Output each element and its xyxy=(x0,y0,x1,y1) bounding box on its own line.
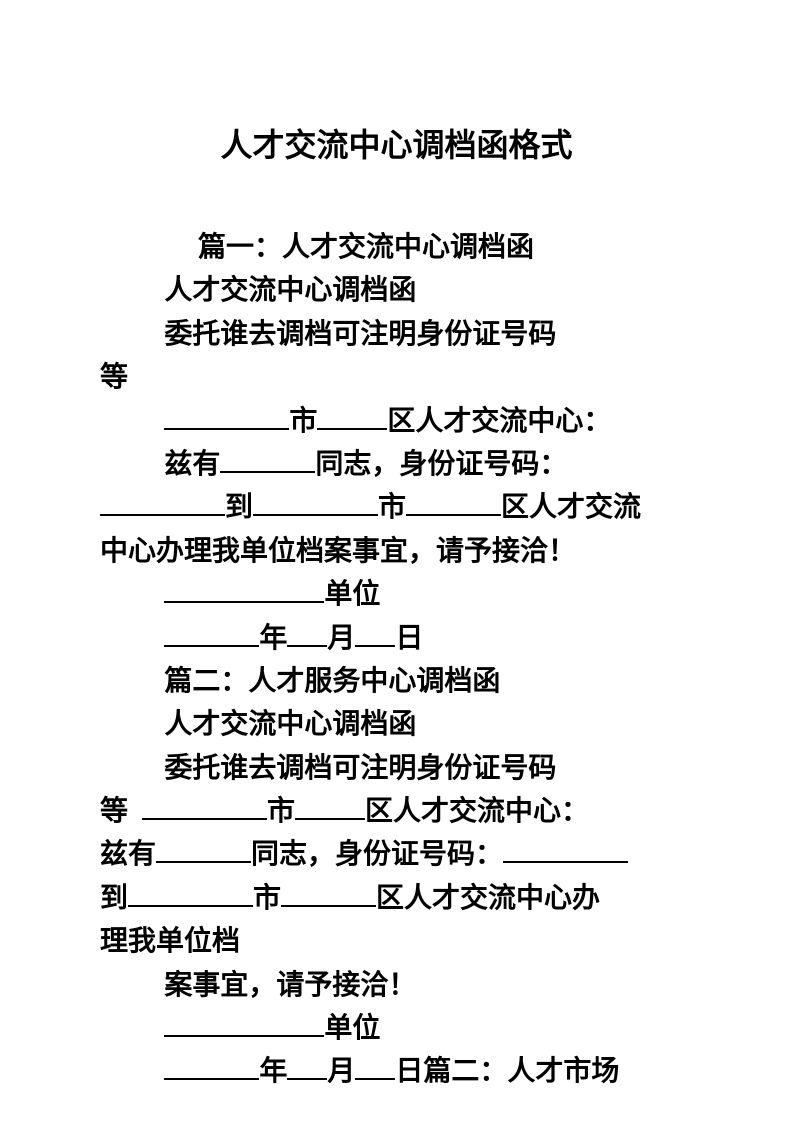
name-suffix: 同志，身份证号码： xyxy=(315,449,567,480)
section2-unit-line: 单位 xyxy=(100,1007,693,1050)
blank-city xyxy=(164,404,289,429)
goto-2: 到 xyxy=(100,883,128,914)
blank-district-s2 xyxy=(295,795,365,820)
section1-line1-cont: 等 xyxy=(100,356,693,399)
blank-id xyxy=(100,491,225,516)
city2-2: 市 xyxy=(253,883,281,914)
name-prefix: 兹有 xyxy=(164,449,220,480)
section1-center-line: 中心办理我单位档案事宜，请予接洽！ xyxy=(100,530,693,573)
blank-unit-2 xyxy=(164,1012,324,1037)
blank-city2 xyxy=(253,491,378,516)
section2-matter: 案事宜，请予接洽！ xyxy=(100,964,693,1007)
section2-center-line: 理我单位档 xyxy=(100,920,693,963)
year-2: 年 xyxy=(259,1056,287,1087)
deng: 等 xyxy=(100,796,128,827)
month-2: 月 xyxy=(327,1056,355,1087)
section2-date-line: 年 月 日篇二：人才市场 xyxy=(100,1050,693,1093)
year: 年 xyxy=(259,623,287,654)
blank-name-2 xyxy=(156,838,251,863)
section1-subheading: 人才交流中心调档函 xyxy=(100,269,693,312)
city-label-2: 市 xyxy=(267,796,295,827)
blank-day xyxy=(355,621,395,646)
blank-month xyxy=(287,621,327,646)
section1-address: 市 区人才交流中心： xyxy=(100,400,693,443)
section2-subheading: 人才交流中心调档函 xyxy=(100,703,693,746)
blank-name xyxy=(220,448,315,473)
month: 月 xyxy=(327,623,355,654)
section1-date-line: 年月日 xyxy=(100,617,693,660)
section2-heading: 篇二：人才服务中心调档函 xyxy=(100,660,693,703)
section2-name-line: 兹有 同志，身份证号码： xyxy=(100,833,693,876)
section2-address-line: 等 市 区人才交流中心： xyxy=(100,790,693,833)
day-2: 日篇二：人才市场 xyxy=(395,1056,619,1087)
blank-day-2 xyxy=(355,1055,395,1080)
section1-name-line: 兹有 同志，身份证号码： xyxy=(100,443,693,486)
section2-line1: 委托谁去调档可注明身份证号码 xyxy=(100,747,693,790)
section2-transfer-line: 到 市 区人才交流中心办 xyxy=(100,877,693,920)
district2: 区人才交流 xyxy=(501,492,641,523)
district-label-2: 区人才交流中心： xyxy=(365,796,589,827)
goto: 到 xyxy=(225,492,253,523)
name-suffix-2: 同志，身份证号码： xyxy=(251,839,503,870)
district-label: 区人才交流中心： xyxy=(387,406,611,437)
unit-label: 单位 xyxy=(324,579,380,610)
blank-id-2 xyxy=(503,838,628,863)
city-label: 市 xyxy=(289,406,317,437)
city2: 市 xyxy=(378,492,406,523)
section1-transfer-line: 到 市 区人才交流 xyxy=(100,486,693,529)
section1-unit-line: 单位 xyxy=(100,573,693,616)
unit-label-2: 单位 xyxy=(324,1013,380,1044)
blank-month-2 xyxy=(287,1055,327,1080)
document-title: 人才交流中心调档函格式 xyxy=(100,120,693,166)
blank-district xyxy=(317,404,387,429)
blank-city-2 xyxy=(142,795,267,820)
section1-heading: 篇一：人才交流中心调档函 xyxy=(100,226,693,269)
blank-district2 xyxy=(406,491,501,516)
district2-2: 区人才交流中心办 xyxy=(376,883,600,914)
blank-district2-2 xyxy=(281,882,376,907)
blank-year-2 xyxy=(164,1055,259,1080)
document-body: 篇一：人才交流中心调档函 人才交流中心调档函 委托谁去调档可注明身份证号码 等 … xyxy=(100,226,693,1094)
blank-city2-2 xyxy=(128,882,253,907)
name-prefix-2: 兹有 xyxy=(100,839,156,870)
blank-unit xyxy=(164,578,324,603)
blank-year xyxy=(164,621,259,646)
section1-line1: 委托谁去调档可注明身份证号码 xyxy=(100,313,693,356)
day: 日 xyxy=(395,623,423,654)
